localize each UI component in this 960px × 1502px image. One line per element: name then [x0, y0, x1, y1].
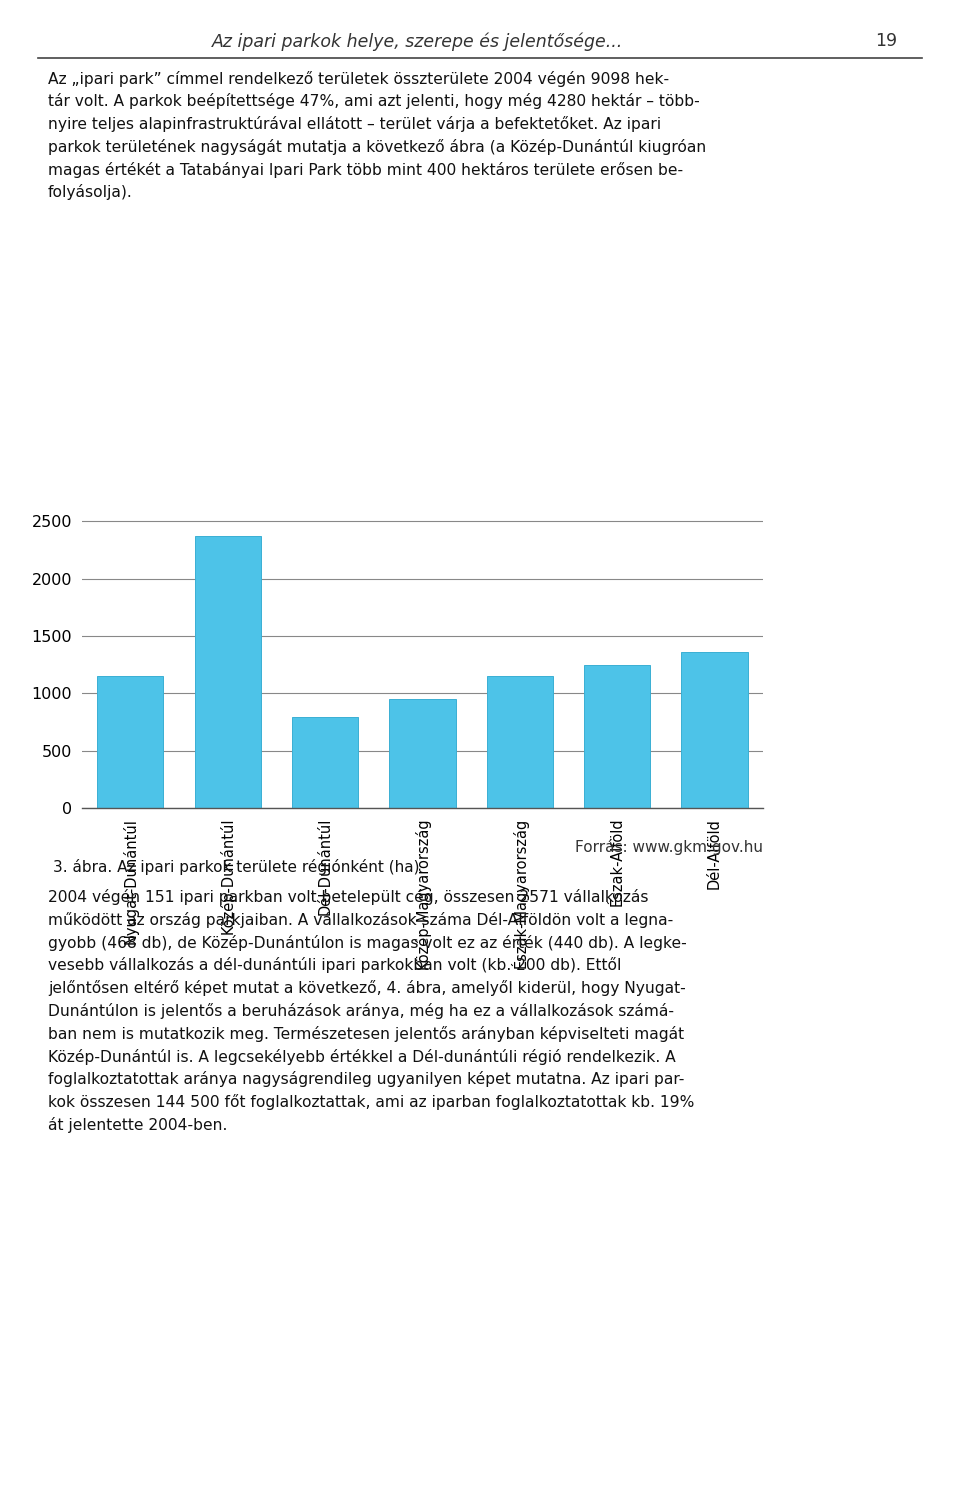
Bar: [584, 665, 650, 808]
Bar: [97, 676, 163, 808]
Bar: [390, 698, 455, 808]
Text: 2004 végén 151 ipari parkban volt betelepült cég, összesen 2571 vállalkozás
műkö: 2004 végén 151 ipari parkban volt betele…: [48, 889, 694, 1133]
Bar: [195, 536, 261, 808]
Bar: [487, 676, 553, 808]
Text: 3. ábra. Az ipari parkok területe régiónként (ha): 3. ábra. Az ipari parkok területe régión…: [53, 859, 420, 876]
Bar: [682, 652, 748, 808]
Bar: [292, 718, 358, 808]
Text: Az „ipari park” címmel rendelkező területek összterülete 2004 végén 9098 hek-
tá: Az „ipari park” címmel rendelkező terüle…: [48, 71, 707, 200]
Text: Forrás: www.gkm.gov.hu: Forrás: www.gkm.gov.hu: [575, 840, 763, 855]
Text: 19: 19: [876, 32, 898, 50]
Text: Az ipari parkok helye, szerepe és jelentősége...: Az ipari parkok helye, szerepe és jelent…: [212, 32, 623, 51]
